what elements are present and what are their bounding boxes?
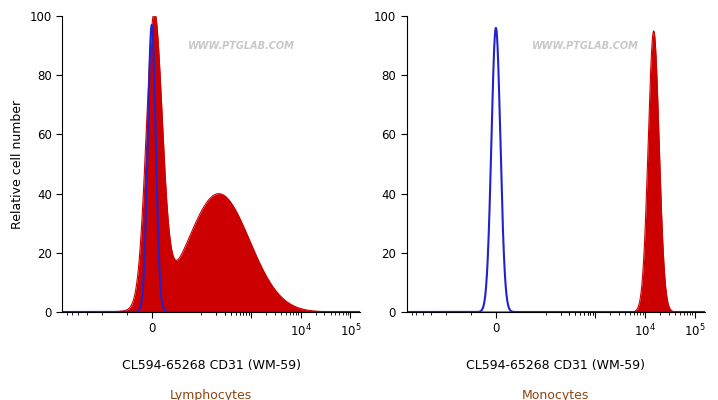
Text: Monocytes: Monocytes bbox=[522, 389, 589, 400]
X-axis label: CL594-65268 CD31 (WM-59)
Lymphocytes: CL594-65268 CD31 (WM-59) Lymphocytes bbox=[0, 399, 1, 400]
Text: WWW.PTGLAB.COM: WWW.PTGLAB.COM bbox=[187, 41, 294, 51]
Y-axis label: Relative cell number: Relative cell number bbox=[11, 100, 24, 229]
Text: WWW.PTGLAB.COM: WWW.PTGLAB.COM bbox=[532, 41, 639, 51]
X-axis label: CL594-65268 CD31 (WM-59)
Monocytes: CL594-65268 CD31 (WM-59) Monocytes bbox=[0, 399, 1, 400]
Text: CL594-65268 CD31 (WM-59): CL594-65268 CD31 (WM-59) bbox=[122, 359, 301, 372]
Text: CL594-65268 CD31 (WM-59): CL594-65268 CD31 (WM-59) bbox=[466, 359, 645, 372]
Text: Lymphocytes: Lymphocytes bbox=[170, 389, 253, 400]
